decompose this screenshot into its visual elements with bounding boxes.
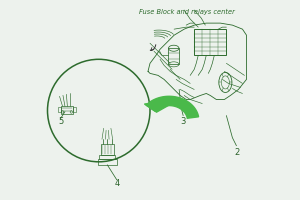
Text: Fuse Block and relays center: Fuse Block and relays center bbox=[139, 9, 235, 15]
Bar bbox=[99, 155, 115, 159]
Polygon shape bbox=[144, 102, 175, 113]
Bar bbox=[61, 107, 74, 114]
Bar bbox=[74, 108, 76, 112]
Text: 5: 5 bbox=[58, 117, 63, 125]
Bar bbox=[194, 30, 226, 56]
Bar bbox=[101, 144, 114, 155]
Text: 4: 4 bbox=[114, 179, 119, 187]
Text: 3: 3 bbox=[181, 117, 186, 125]
Bar bbox=[98, 159, 117, 165]
Text: 2: 2 bbox=[235, 148, 240, 156]
Polygon shape bbox=[146, 97, 199, 119]
Bar bbox=[169, 49, 179, 65]
Bar bbox=[58, 108, 61, 112]
